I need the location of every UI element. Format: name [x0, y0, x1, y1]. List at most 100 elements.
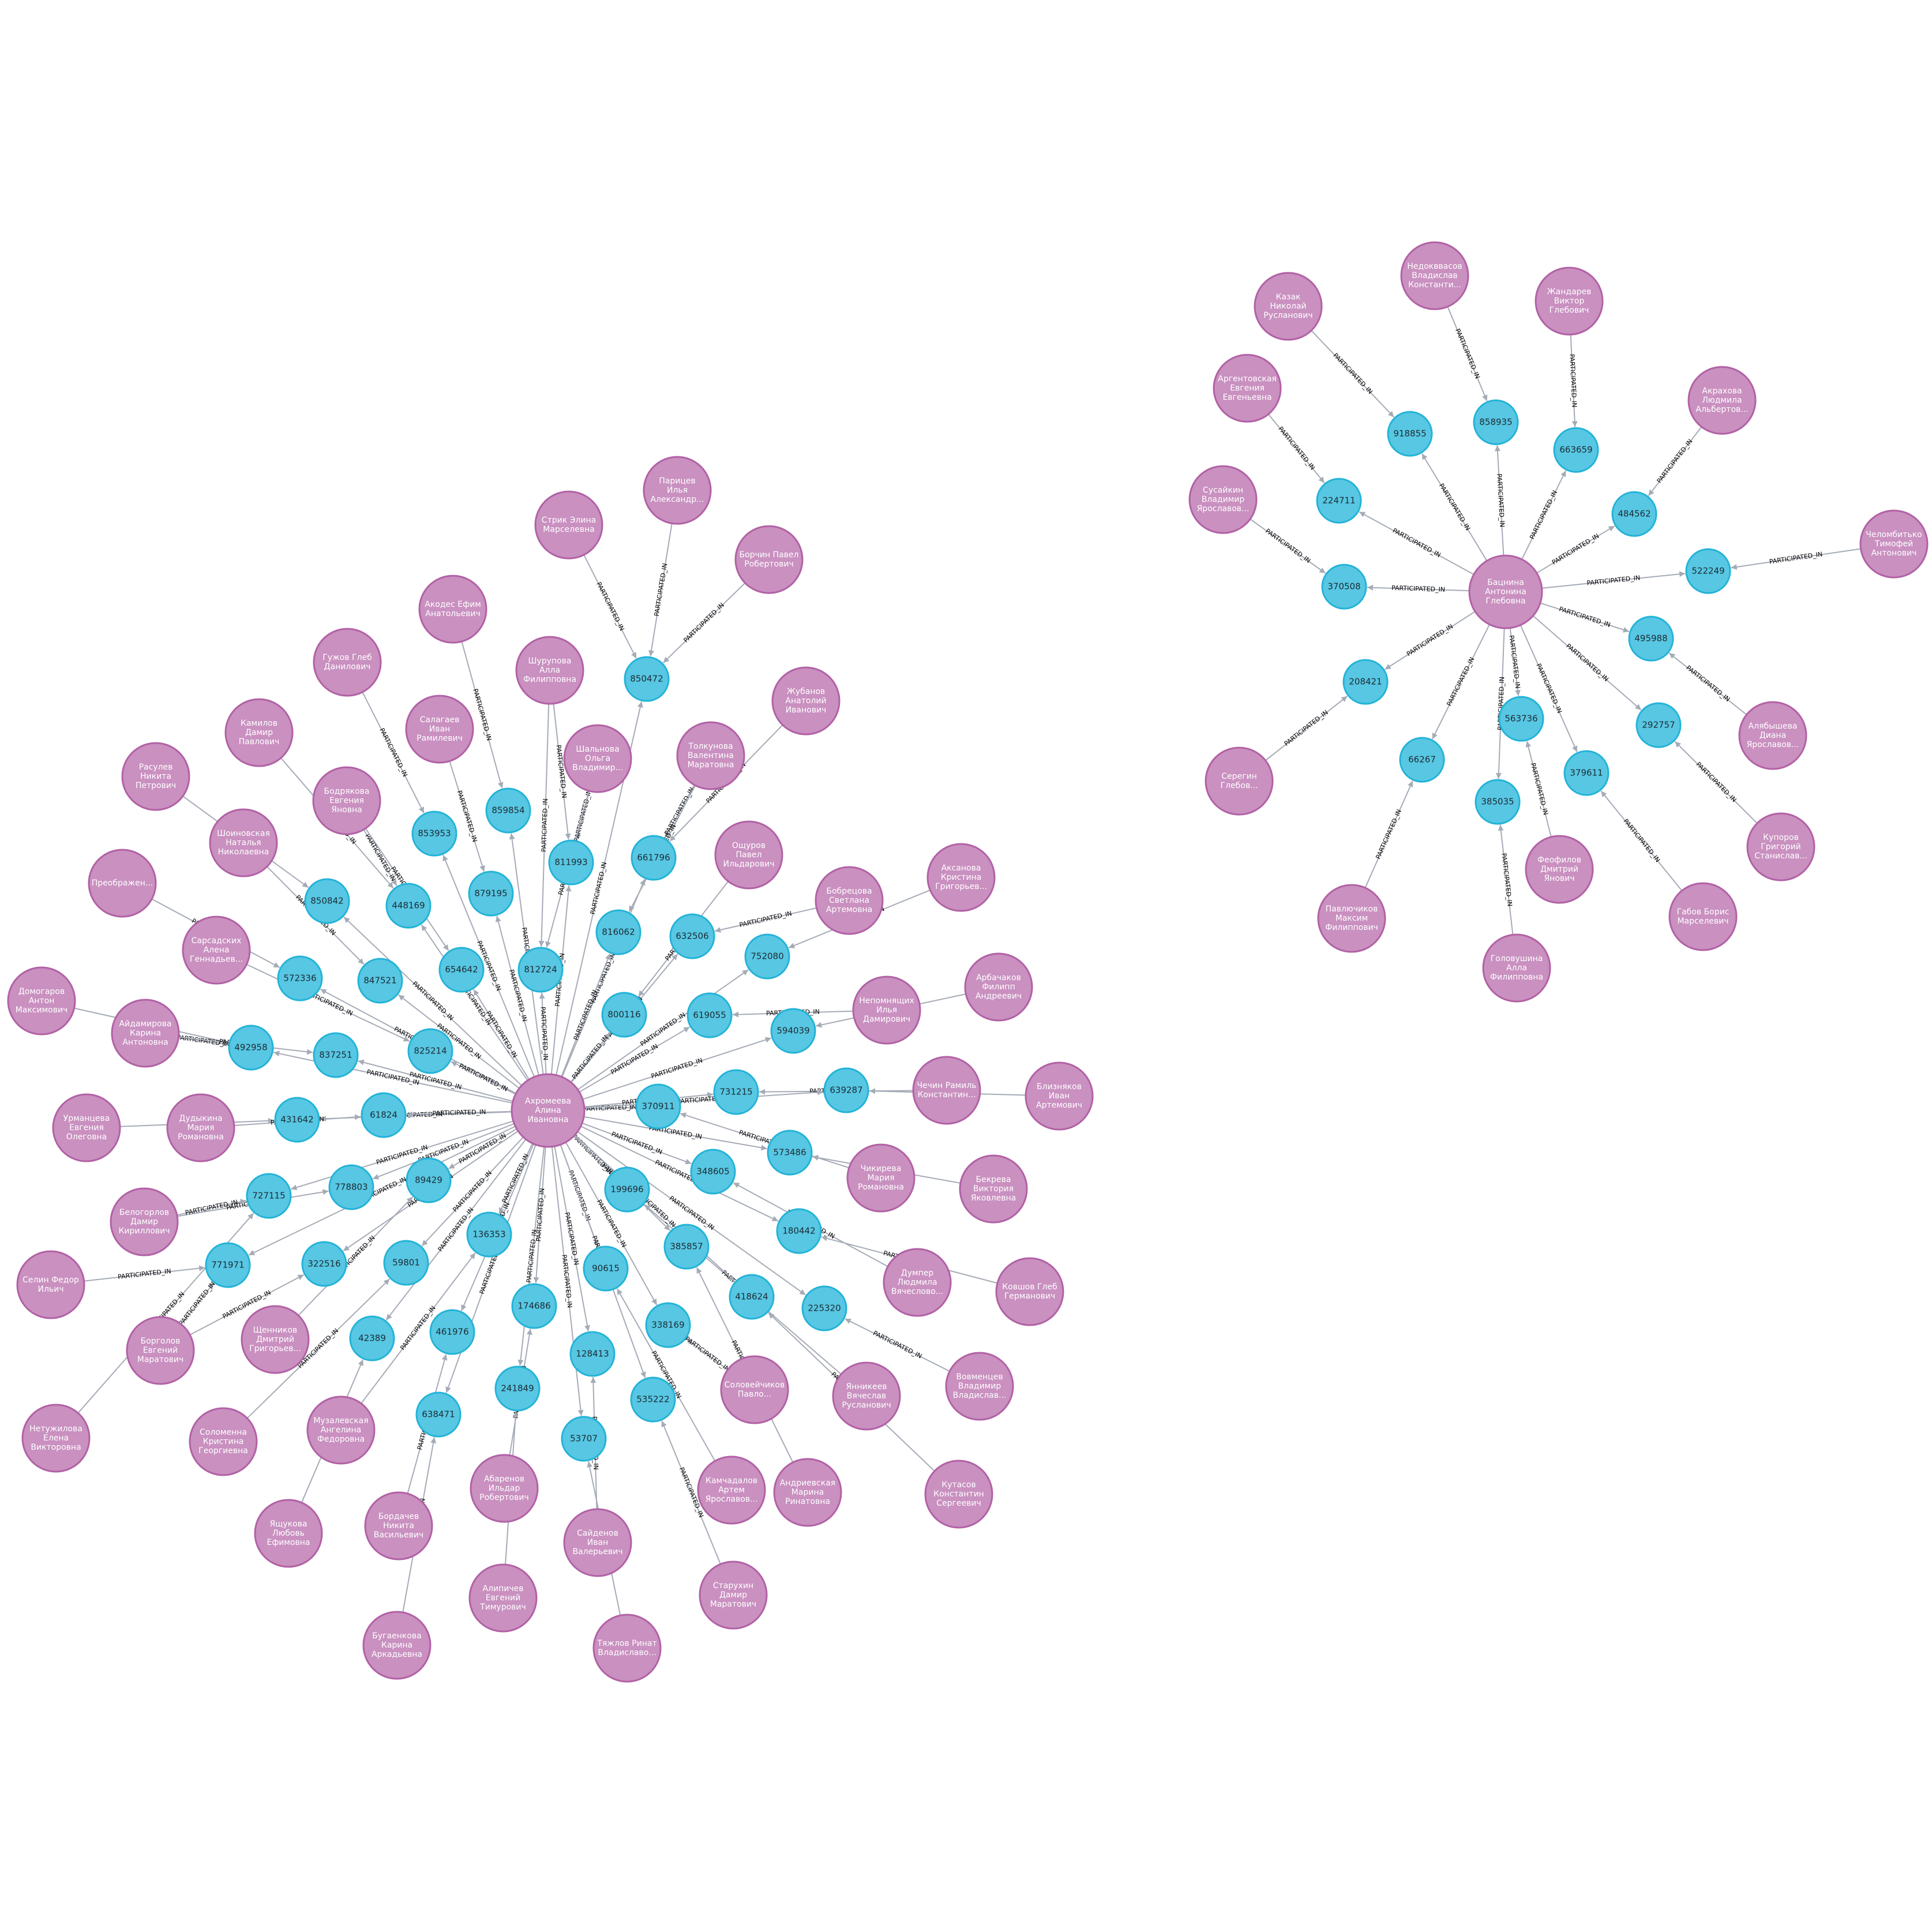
event-node[interactable]: 837251 [313, 1032, 359, 1078]
person-node[interactable]: Преображен... [88, 849, 157, 918]
event-node[interactable]: 338169 [645, 1302, 691, 1348]
person-node[interactable]: СарсадскихАленаГеннадьев... [182, 916, 251, 985]
event-node[interactable]: 128413 [569, 1331, 616, 1377]
relationship-edge[interactable]: PARTICIPATED_IN [1364, 781, 1413, 888]
event-node[interactable]: 385857 [663, 1224, 710, 1270]
person-node[interactable]: КамчадаловАртемЯрославов... [697, 1455, 766, 1525]
event-node[interactable]: 59801 [383, 1240, 429, 1286]
event-node[interactable]: 918855 [1387, 411, 1433, 457]
event-node[interactable]: 292757 [1635, 702, 1682, 748]
event-node[interactable]: 448169 [385, 883, 432, 929]
relationship-edge[interactable]: PARTICIPATED_IN [178, 1280, 217, 1327]
event-node[interactable]: 89429 [406, 1157, 452, 1203]
relationship-edge[interactable]: PARTICIPATED_IN [1498, 824, 1514, 935]
person-node[interactable]: АлябышеваДианаЯрославов... [1738, 701, 1807, 770]
event-node[interactable]: 811993 [548, 839, 594, 886]
relationship-edge[interactable]: PARTICIPATED_IN [714, 907, 817, 933]
event-node[interactable]: 771971 [205, 1242, 251, 1288]
event-node[interactable]: 573486 [767, 1130, 813, 1176]
relationship-edge[interactable]: PARTICIPATED_IN [1541, 571, 1686, 589]
event-node[interactable]: 484562 [1611, 491, 1657, 537]
person-node[interactable]: ДумперЛюдмилаВячеслово... [883, 1248, 952, 1317]
person-node[interactable]: СоловейчиковПавло... [720, 1355, 789, 1424]
event-node[interactable]: 241849 [494, 1365, 541, 1412]
event-node[interactable]: 495988 [1628, 616, 1674, 662]
event-node[interactable]: 522249 [1685, 548, 1731, 594]
event-node[interactable]: 727115 [246, 1173, 292, 1219]
event-node[interactable]: 661796 [631, 835, 677, 881]
relationship-edge[interactable]: PARTICIPATED_IN [1525, 741, 1552, 838]
relationship-edge[interactable]: PARTICIPATED_IN [1267, 414, 1325, 483]
person-node[interactable]: АкраховаЛюдмилаАльбертов... [1687, 366, 1757, 435]
relationship-edge[interactable]: PARTICIPATED_IN [583, 554, 637, 659]
event-node[interactable]: 224711 [1316, 478, 1362, 524]
event-node[interactable]: 348605 [690, 1149, 736, 1195]
relationship-edge[interactable]: PARTICIPATED_IN [1540, 602, 1630, 633]
person-node[interactable]: СерегинГлебов... [1205, 746, 1274, 816]
event-node[interactable]: 174686 [511, 1283, 557, 1329]
relationship-edge[interactable]: PARTICIPATED_IN [1311, 330, 1395, 418]
event-node[interactable]: 492958 [228, 1025, 274, 1071]
event-node[interactable]: 879195 [468, 871, 514, 917]
relationship-edge[interactable]: PARTICIPATED_IN [1494, 445, 1506, 556]
person-node[interactable]: Чечин РамильКонстантин... [912, 1056, 981, 1125]
relationship-edge[interactable]: PARTICIPATED_IN [1600, 790, 1683, 891]
relationship-edge[interactable]: PARTICIPATED_IN [1431, 624, 1490, 740]
event-node[interactable]: 859854 [485, 787, 531, 834]
relationship-edge[interactable]: PARTICIPATED_IN [1250, 519, 1326, 574]
relationship-edge[interactable]: PARTICIPATED_IN [539, 992, 549, 1075]
relationship-edge[interactable]: PARTICIPATED_IN [84, 1265, 205, 1282]
relationship-edge[interactable]: PARTICIPATED_IN [449, 761, 485, 872]
relationship-edge[interactable]: PARTICIPATED_IN [1421, 453, 1488, 561]
event-node[interactable]: 53707 [561, 1416, 607, 1462]
relationship-edge[interactable]: PARTICIPATED_IN [662, 582, 746, 663]
relationship-edge[interactable]: PARTICIPATED_IN [538, 703, 550, 947]
event-node[interactable]: 850472 [624, 656, 670, 702]
person-node[interactable]: ВовменцевВладимирВладислав... [945, 1352, 1014, 1421]
event-node[interactable]: 816062 [595, 909, 642, 955]
relationship-edge[interactable]: PARTICIPATED_IN [1359, 511, 1475, 575]
event-node[interactable]: 61824 [361, 1092, 407, 1138]
relationship-edge[interactable]: PARTICIPATED_IN [1568, 334, 1578, 427]
event-node[interactable]: 778803 [328, 1164, 374, 1210]
person-node[interactable]: НедокввасовВладиславКонстанти... [1400, 241, 1469, 310]
relationship-edge[interactable]: PARTICIPATED_IN [648, 523, 673, 656]
event-node[interactable]: 431642 [274, 1097, 320, 1143]
event-node[interactable]: 136353 [466, 1211, 512, 1258]
event-node[interactable]: 632506 [669, 913, 715, 959]
event-node[interactable]: 370911 [635, 1083, 681, 1130]
relationship-edge[interactable]: PARTICIPATED_IN [1731, 548, 1861, 570]
event-node[interactable]: 800116 [601, 992, 647, 1038]
event-node[interactable]: 180442 [776, 1208, 822, 1254]
